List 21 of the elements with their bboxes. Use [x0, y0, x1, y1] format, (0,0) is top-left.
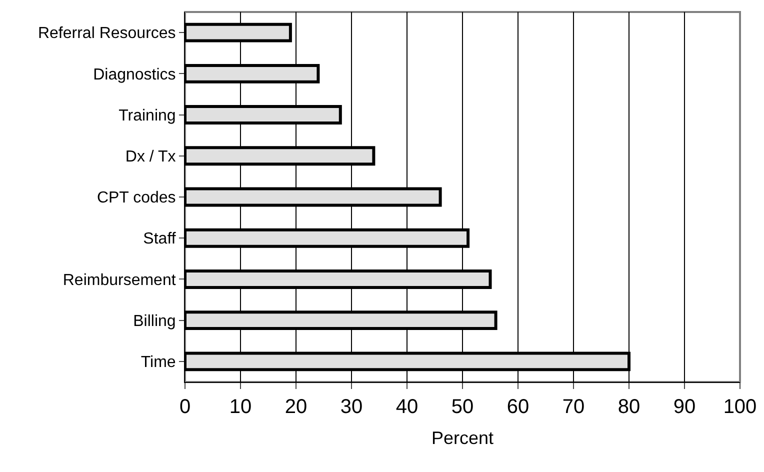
x-tick-label: 0	[179, 396, 191, 418]
y-tick-label: CPT codes	[96, 190, 176, 207]
x-tick-label: 100	[723, 396, 757, 418]
y-tick-label: Time	[140, 354, 176, 372]
x-tick-label: 70	[562, 396, 585, 418]
x-tick-label: 10	[229, 396, 252, 418]
y-tick-label: Billing	[133, 312, 176, 330]
x-tick-label: 80	[618, 396, 640, 418]
y-tick-label: Dx / Tx	[125, 148, 176, 166]
x-axis-title: Percent	[431, 428, 494, 448]
x-tick-label: 30	[340, 396, 363, 418]
y-tick-label: Referral Resources	[38, 25, 176, 42]
y-tick-label: Reimbursement	[62, 272, 176, 289]
y-tick-label: Staff	[143, 230, 176, 248]
y-tick-label: Diagnostics	[93, 66, 176, 84]
x-tick-label: 60	[506, 396, 530, 418]
x-tick-label: 90	[673, 396, 696, 418]
x-tick-label: 40	[396, 396, 418, 418]
x-tick-label: 50	[451, 396, 474, 418]
x-tick-label: 20	[284, 396, 308, 418]
y-tick-label: Training	[118, 107, 176, 124]
